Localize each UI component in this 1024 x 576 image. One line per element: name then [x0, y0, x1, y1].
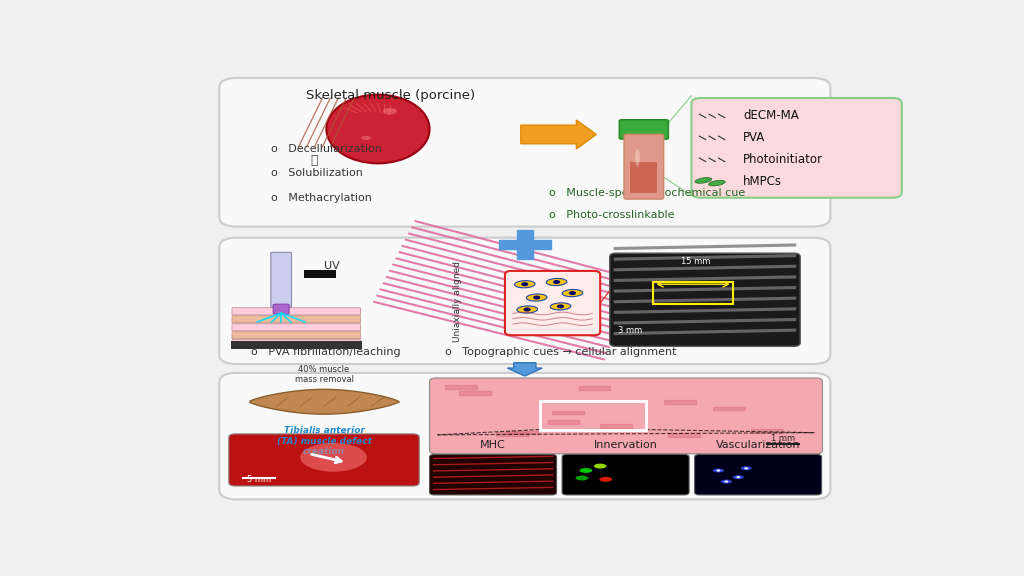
- Text: o   Topographic cues → cellular alignment: o Topographic cues → cellular alignment: [445, 347, 677, 357]
- Polygon shape: [613, 254, 797, 261]
- FancyArrow shape: [521, 120, 596, 149]
- FancyBboxPatch shape: [232, 308, 360, 315]
- Ellipse shape: [300, 443, 367, 472]
- Ellipse shape: [736, 476, 740, 478]
- FancyBboxPatch shape: [624, 134, 664, 199]
- Ellipse shape: [709, 180, 725, 186]
- FancyBboxPatch shape: [219, 373, 830, 499]
- Ellipse shape: [523, 308, 530, 312]
- Polygon shape: [613, 275, 797, 282]
- Text: PVA: PVA: [743, 131, 765, 145]
- Text: dECM-MA: dECM-MA: [743, 109, 799, 123]
- Ellipse shape: [514, 281, 536, 288]
- Polygon shape: [613, 318, 797, 325]
- FancyBboxPatch shape: [232, 316, 360, 323]
- FancyBboxPatch shape: [620, 120, 669, 139]
- Ellipse shape: [580, 468, 592, 473]
- Text: Tibialis anterior
(TA) muscle defect
creation: Tibialis anterior (TA) muscle defect cre…: [276, 426, 372, 456]
- FancyBboxPatch shape: [270, 252, 292, 307]
- FancyBboxPatch shape: [232, 324, 360, 331]
- Ellipse shape: [546, 278, 567, 286]
- Bar: [499, 240, 551, 249]
- Text: 5 mm: 5 mm: [247, 475, 271, 484]
- Text: 40% muscle
mass removal: 40% muscle mass removal: [295, 365, 353, 384]
- FancyBboxPatch shape: [694, 454, 821, 495]
- FancyArrow shape: [507, 363, 543, 376]
- Text: 1 mm: 1 mm: [771, 434, 795, 444]
- Ellipse shape: [744, 467, 749, 469]
- FancyBboxPatch shape: [232, 332, 360, 339]
- Ellipse shape: [740, 467, 752, 470]
- Polygon shape: [613, 307, 797, 314]
- Text: Innervation: Innervation: [594, 440, 657, 450]
- Text: Skeletal muscle (porcine): Skeletal muscle (porcine): [306, 89, 475, 102]
- FancyBboxPatch shape: [219, 238, 830, 364]
- Ellipse shape: [327, 94, 430, 164]
- Text: o   Methacrylation: o Methacrylation: [270, 193, 372, 203]
- Bar: [517, 230, 532, 259]
- Ellipse shape: [635, 149, 640, 166]
- Text: o   PVA fibrillation/leaching: o PVA fibrillation/leaching: [251, 347, 400, 357]
- Ellipse shape: [361, 136, 371, 140]
- Polygon shape: [613, 286, 797, 293]
- FancyBboxPatch shape: [219, 78, 830, 226]
- Ellipse shape: [695, 177, 712, 183]
- Bar: [653, 282, 733, 304]
- Text: Uniaxially aligned: Uniaxially aligned: [453, 261, 462, 342]
- Ellipse shape: [594, 464, 606, 468]
- Text: o   Muscle-specific biochemical cue: o Muscle-specific biochemical cue: [549, 188, 744, 198]
- Text: UV: UV: [324, 261, 340, 271]
- Text: hMPCs: hMPCs: [743, 175, 782, 188]
- Bar: [631, 162, 657, 194]
- Text: 15 mm: 15 mm: [681, 257, 711, 266]
- Polygon shape: [613, 297, 797, 304]
- Bar: [540, 401, 645, 430]
- Polygon shape: [250, 389, 399, 414]
- Polygon shape: [613, 265, 797, 271]
- Polygon shape: [613, 244, 797, 250]
- Ellipse shape: [534, 295, 541, 300]
- FancyBboxPatch shape: [691, 98, 902, 198]
- Ellipse shape: [717, 469, 721, 472]
- Ellipse shape: [526, 294, 547, 301]
- Ellipse shape: [517, 306, 538, 313]
- Ellipse shape: [562, 290, 583, 297]
- Ellipse shape: [724, 480, 728, 483]
- FancyBboxPatch shape: [430, 378, 822, 454]
- Text: 🐷: 🐷: [310, 154, 318, 166]
- FancyBboxPatch shape: [609, 253, 800, 346]
- FancyBboxPatch shape: [273, 304, 289, 314]
- Ellipse shape: [383, 108, 397, 115]
- FancyBboxPatch shape: [232, 340, 360, 347]
- FancyBboxPatch shape: [430, 454, 557, 495]
- Text: Vascularization: Vascularization: [716, 440, 801, 450]
- Polygon shape: [613, 328, 797, 335]
- Ellipse shape: [521, 282, 528, 286]
- Ellipse shape: [557, 304, 564, 308]
- Ellipse shape: [569, 291, 575, 295]
- Text: Photoinitiator: Photoinitiator: [743, 153, 823, 166]
- Text: MHC: MHC: [480, 440, 506, 450]
- FancyBboxPatch shape: [562, 454, 689, 495]
- Ellipse shape: [575, 476, 588, 480]
- Text: o   Solubilization: o Solubilization: [270, 168, 362, 179]
- Bar: [304, 270, 336, 278]
- FancyBboxPatch shape: [228, 434, 419, 486]
- Text: o   Photo-crosslinkable: o Photo-crosslinkable: [549, 210, 674, 221]
- Ellipse shape: [553, 280, 560, 284]
- Text: o   Decellularization: o Decellularization: [270, 144, 382, 154]
- Bar: [231, 340, 362, 348]
- Ellipse shape: [733, 475, 743, 479]
- Ellipse shape: [550, 303, 570, 310]
- Ellipse shape: [599, 477, 612, 482]
- Ellipse shape: [713, 468, 724, 472]
- Text: 3 mm: 3 mm: [617, 326, 642, 335]
- Ellipse shape: [721, 480, 732, 484]
- FancyBboxPatch shape: [505, 271, 600, 335]
